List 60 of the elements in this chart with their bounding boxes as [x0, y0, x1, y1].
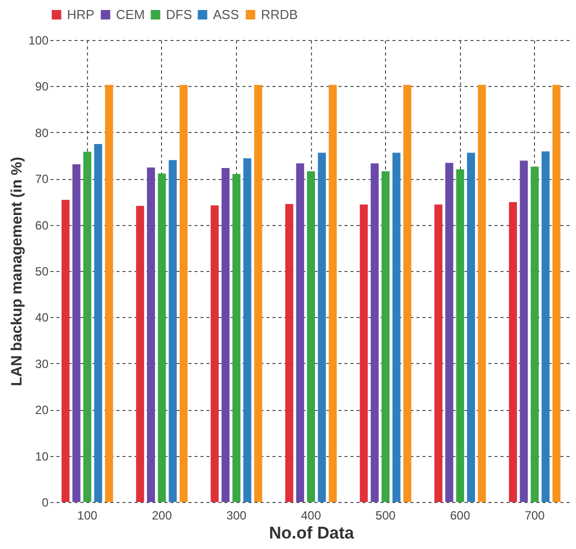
y-tick-label: 20 — [35, 403, 49, 418]
x-tick-label: 600 — [450, 508, 470, 522]
bar — [392, 152, 400, 502]
bar — [552, 84, 560, 502]
y-tick-label: 100 — [28, 34, 49, 48]
bar — [62, 200, 70, 502]
bar — [520, 160, 528, 502]
legend-label: DFS — [166, 6, 192, 22]
bar — [403, 84, 412, 502]
bar — [254, 84, 262, 502]
bar — [243, 158, 252, 502]
legend-label: ASS — [213, 6, 240, 22]
bar — [180, 84, 188, 502]
bar — [467, 152, 476, 502]
y-tick-label: 70 — [35, 172, 49, 186]
x-tick-label: 100 — [77, 508, 98, 522]
bar — [222, 168, 230, 502]
bar — [105, 84, 114, 502]
y-tick-label: 50 — [35, 264, 49, 278]
bar — [136, 206, 144, 502]
bar — [158, 174, 166, 502]
bar — [94, 144, 102, 502]
bar — [285, 204, 294, 502]
bar — [360, 204, 368, 502]
bar — [434, 204, 442, 502]
y-tick-label: 80 — [35, 126, 49, 140]
x-tick-label: 400 — [300, 508, 322, 522]
bar — [307, 171, 315, 502]
bar — [146, 168, 155, 502]
y-tick-label: 10 — [35, 449, 49, 464]
legend-label: RRDB — [261, 6, 298, 22]
bar — [508, 202, 517, 502]
bar — [445, 162, 454, 502]
bar — [210, 205, 219, 502]
bar — [328, 84, 337, 502]
bar — [382, 171, 390, 502]
bar — [530, 166, 539, 502]
bar — [370, 163, 379, 502]
bar — [168, 160, 177, 502]
y-tick-label: 60 — [35, 218, 49, 232]
bar — [232, 174, 240, 502]
y-tick-label: 90 — [35, 80, 49, 94]
x-tick-label: 700 — [524, 508, 546, 522]
x-tick-label: 500 — [376, 508, 396, 522]
legend-label: HRP — [67, 6, 94, 22]
bar — [296, 163, 304, 502]
y-tick-label: 30 — [35, 356, 49, 371]
bar — [542, 151, 550, 502]
y-tick-label: 0 — [42, 496, 49, 510]
x-axis-title: No.of Data — [269, 524, 355, 542]
bar — [456, 169, 464, 502]
bar — [318, 152, 326, 502]
bar — [72, 164, 80, 502]
x-tick-label: 300 — [226, 508, 247, 522]
bar — [478, 84, 486, 502]
bar — [83, 152, 92, 502]
y-axis-title: LAN backup management (in %) — [8, 156, 26, 386]
x-tick-label: 200 — [152, 508, 172, 522]
y-tick-label: 40 — [35, 310, 49, 325]
legend-label: CEM — [116, 6, 145, 22]
